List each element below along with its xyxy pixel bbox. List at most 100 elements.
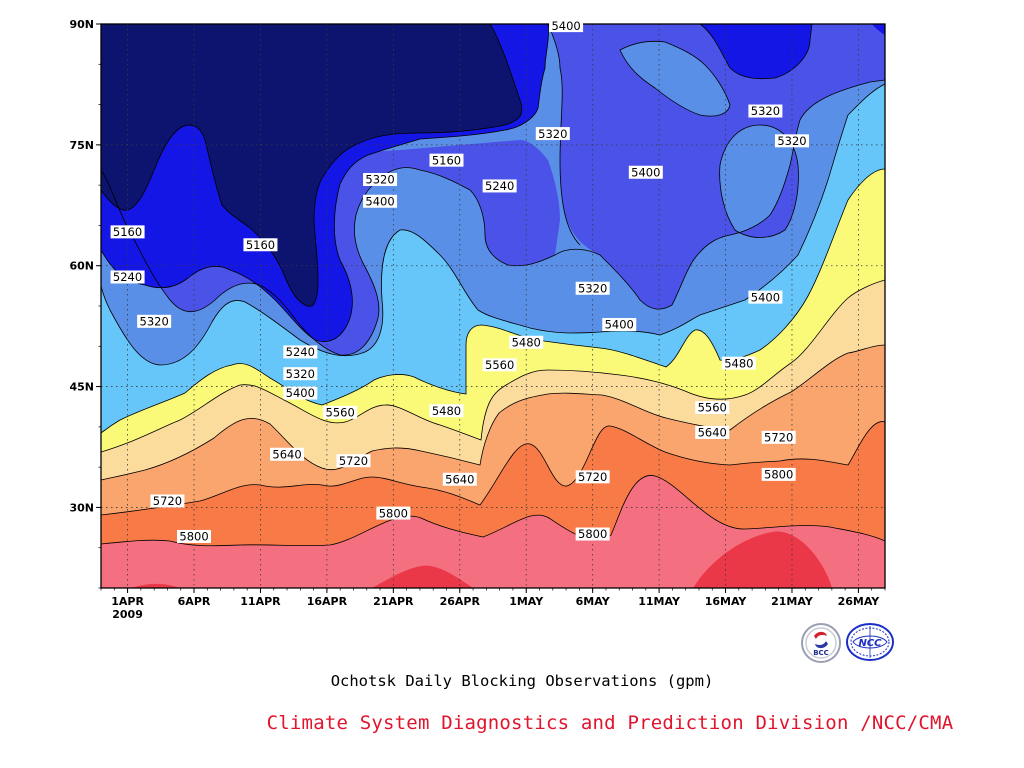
contour-label-bg bbox=[110, 270, 145, 284]
contour-label-bg bbox=[283, 367, 318, 381]
svg-text:BCC: BCC bbox=[813, 649, 829, 657]
contour-label-bg bbox=[748, 290, 783, 304]
contour-labels: 5160 5240 5320 5160 5240 5320 5400 5320 5400 5160… bbox=[110, 19, 809, 544]
contour-fills bbox=[101, 24, 885, 588]
contour-label: 5800 bbox=[761, 467, 796, 482]
contour-label: 5400 bbox=[748, 290, 783, 304]
contour-label-bg bbox=[602, 318, 637, 332]
contour-label: 5720 bbox=[150, 494, 185, 508]
contour-label: 5160 bbox=[429, 153, 464, 167]
contour-label-text: 5400 bbox=[551, 19, 580, 33]
contour-line-5800 bbox=[101, 475, 885, 547]
contour-label: 5720 bbox=[336, 454, 371, 468]
contour-label-text: 5320 bbox=[538, 127, 567, 141]
contour-label-text: 5720 bbox=[339, 454, 368, 468]
contour-label-text: 5720 bbox=[578, 470, 607, 484]
x-tick-label: 16APR bbox=[307, 595, 348, 608]
x-tick-label: 21MAY bbox=[771, 595, 814, 608]
contour-label-bg bbox=[721, 356, 756, 370]
contour-label-bg bbox=[482, 179, 517, 193]
contour-line-5480 bbox=[101, 168, 885, 434]
contour-label: 5400 bbox=[628, 165, 663, 179]
contour-label: 5320 bbox=[575, 281, 610, 295]
contour-label-text: 5560 bbox=[326, 406, 355, 420]
contour-label: 5560 bbox=[482, 358, 517, 372]
contour-label: 5160 bbox=[243, 238, 278, 252]
contour-label-bg bbox=[270, 447, 305, 461]
contour-label-text: 5800 bbox=[578, 527, 607, 541]
contour-label-text: 5560 bbox=[698, 401, 727, 415]
contour-label-bg bbox=[363, 173, 398, 187]
contour-label-bg bbox=[429, 153, 464, 167]
y-tick-label: 90N bbox=[69, 18, 94, 31]
y-tick-label: 75N bbox=[69, 139, 94, 152]
contour-label: 5480 bbox=[429, 404, 464, 418]
x-tick-label: 1MAY bbox=[509, 595, 544, 608]
contour-line-5560 bbox=[101, 279, 885, 453]
y-tick-label: 30N bbox=[69, 501, 94, 514]
contour-label-text: 5720 bbox=[764, 431, 793, 445]
contour-label: 5320 bbox=[748, 104, 783, 118]
contour-label: 5400 bbox=[363, 194, 398, 208]
contour-label-text: 5560 bbox=[485, 358, 514, 372]
contour-label-text: 5640 bbox=[698, 426, 727, 440]
contour-label-bg bbox=[336, 454, 371, 468]
contour-line-5640 bbox=[101, 344, 885, 481]
contour-label-bg bbox=[509, 335, 544, 349]
x-tick-label: 11APR bbox=[240, 595, 281, 608]
contour-label-bg bbox=[575, 527, 610, 541]
contour-label-bg bbox=[442, 472, 477, 486]
contour-line-5160 bbox=[101, 24, 523, 307]
contour-label-bg bbox=[482, 358, 517, 372]
contour-label-bg bbox=[535, 127, 570, 141]
contour-label-bg bbox=[150, 494, 185, 508]
contour-label: 5640 bbox=[695, 426, 730, 440]
contour-label: 5560 bbox=[695, 401, 730, 415]
contour-label-text: 5320 bbox=[286, 367, 315, 381]
contour-label-text: 5160 bbox=[432, 153, 461, 167]
svg-text:NCC: NCC bbox=[858, 638, 882, 649]
contour-label-text: 5480 bbox=[432, 404, 461, 418]
contour-label: 5240 bbox=[110, 270, 145, 284]
x-tick-label: 1APR bbox=[111, 595, 144, 608]
contour-label-bg bbox=[177, 529, 212, 543]
x-tick-label: 26APR bbox=[440, 595, 481, 608]
grid bbox=[101, 24, 885, 588]
contour-label-bg bbox=[363, 194, 398, 208]
contour-label-text: 5320 bbox=[365, 173, 394, 187]
contour-label-text: 5480 bbox=[724, 356, 753, 370]
x-tick-label: 26MAY bbox=[838, 595, 881, 608]
contour-label-text: 5320 bbox=[578, 281, 607, 295]
contour-label-text: 5400 bbox=[365, 194, 394, 208]
contour-label: 5720 bbox=[761, 430, 796, 445]
contour-label: 5240 bbox=[482, 179, 517, 193]
contour-label-bg bbox=[549, 19, 584, 33]
contour-label-bg bbox=[283, 345, 318, 359]
contour-label: 5640 bbox=[270, 447, 305, 461]
contour-line-5320-east bbox=[719, 124, 799, 238]
contour-label-bg bbox=[110, 225, 145, 239]
ncc-logo: NCC bbox=[845, 622, 895, 668]
x-tick-label: 11MAY bbox=[638, 595, 681, 608]
x-tick-label: 6MAY bbox=[576, 595, 611, 608]
contour-label: 5800 bbox=[376, 506, 411, 520]
contour-label: 5240 bbox=[283, 345, 318, 359]
bcc-logo: BCC bbox=[800, 622, 842, 668]
contour-label: 5640 bbox=[442, 472, 477, 486]
contour-label: 5320 bbox=[774, 134, 809, 148]
contour-label-text: 5800 bbox=[379, 506, 408, 520]
contour-label-bg bbox=[575, 281, 610, 295]
contour-label-bg bbox=[761, 467, 796, 481]
y-tick-label: 45N bbox=[69, 381, 94, 394]
contour-label-bg bbox=[575, 470, 610, 484]
contour-line-5320 bbox=[101, 79, 885, 356]
contour-label-bg bbox=[761, 430, 796, 444]
x-tick-label: 21APR bbox=[373, 595, 414, 608]
x-year-label: 2009 bbox=[112, 608, 143, 621]
footer-credit: Climate System Diagnostics and Predictio… bbox=[266, 712, 954, 734]
contour-label-text: 5400 bbox=[631, 165, 660, 179]
contour-label-bg bbox=[695, 401, 730, 415]
contour-label-text: 5480 bbox=[512, 335, 541, 349]
contour-line-5400-north bbox=[547, 24, 731, 246]
